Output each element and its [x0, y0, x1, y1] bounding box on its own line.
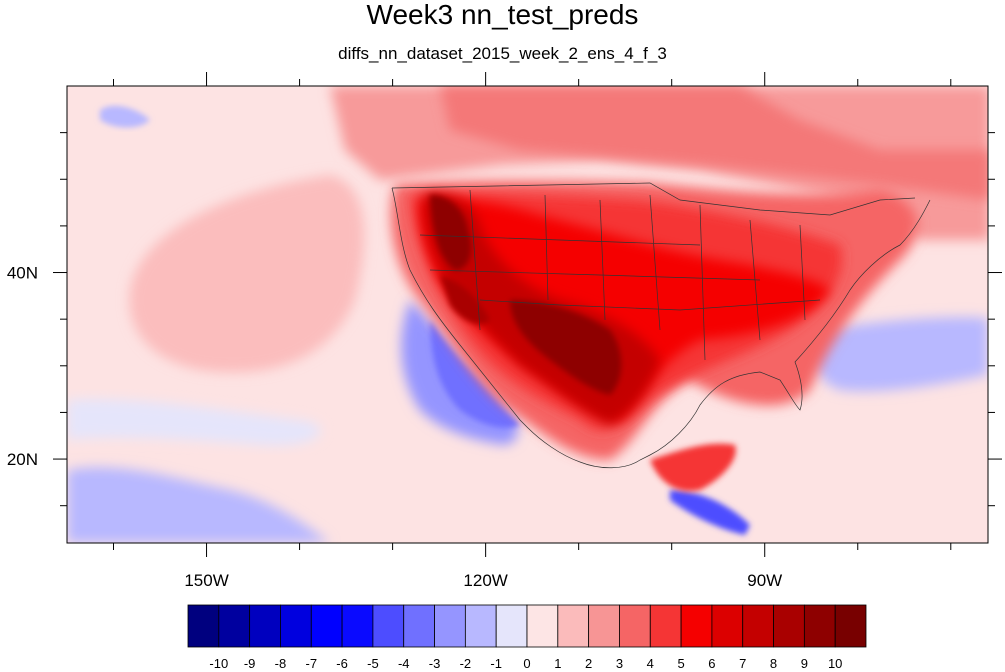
lat-tick-label: 20N	[7, 450, 38, 469]
colorbar-swatch	[588, 604, 620, 648]
colorbar-label: -4	[398, 656, 410, 671]
lon-tick-label: 120W	[463, 571, 507, 590]
colorbar-swatch	[649, 604, 682, 648]
colorbar-swatch	[773, 604, 805, 648]
map-frame	[66, 85, 989, 544]
colorbar-label: -9	[244, 656, 256, 671]
colorbar-swatch	[434, 604, 466, 648]
colorbar-label: 1	[554, 656, 561, 671]
colorbar-label: -10	[209, 656, 228, 671]
map-tick-labels: 150W 120W 90W 40N 20N	[7, 264, 782, 590]
colorbar-swatch	[526, 604, 559, 648]
colorbar-swatch	[464, 604, 497, 648]
colorbar-label: 4	[647, 656, 654, 671]
colorbar-swatch	[218, 604, 251, 648]
colorbar-swatch	[403, 604, 435, 648]
lon-tick-label: 90W	[747, 571, 782, 590]
colorbar-swatch	[187, 604, 220, 648]
colorbar-swatch	[803, 604, 836, 648]
colorbar-label: -1	[490, 656, 502, 671]
colorbar-label: -2	[460, 656, 472, 671]
colorbar-label: -6	[336, 656, 348, 671]
colorbar-swatch	[280, 604, 312, 648]
colorbar-swatch	[619, 604, 651, 648]
colorbar-label: 7	[739, 656, 746, 671]
colorbar-label: 10	[828, 656, 842, 671]
lon-tick-label: 150W	[184, 571, 228, 590]
colorbar-label: 9	[801, 656, 808, 671]
colorbar-swatch	[495, 604, 528, 648]
colorbar-swatch	[341, 604, 374, 648]
colorbar-label: 5	[677, 656, 684, 671]
colorbar-label: -3	[429, 656, 441, 671]
colorbar-label: 0	[523, 656, 530, 671]
coastline-outline	[391, 182, 931, 469]
temperature-anomaly-field	[67, 86, 988, 543]
colorbar-swatch	[249, 604, 281, 648]
colorbar-label: 3	[616, 656, 623, 671]
colorbar-swatch	[372, 604, 405, 648]
colorbar-label: 8	[770, 656, 777, 671]
colorbar: -10 -9 -8 -7 -6 -5 -4 -3 -2 -1 0 1 2 3 4 5 6 7 8 9 10	[187, 604, 867, 671]
map-ticks	[53, 72, 1002, 557]
colorbar-label: -8	[275, 656, 287, 671]
colorbar-label: 6	[708, 656, 715, 671]
lat-tick-label: 40N	[7, 264, 38, 283]
figure-title: Week3 nn_test_preds	[366, 0, 639, 30]
colorbar-label: -7	[305, 656, 317, 671]
colorbar-swatch	[680, 604, 713, 648]
colorbar-swatch	[834, 604, 867, 648]
colorbar-swatch	[557, 604, 590, 648]
colorbar-label: 2	[585, 656, 592, 671]
figure-subtitle: diffs_nn_dataset_2015_week_2_ens_4_f_3	[338, 44, 667, 63]
colorbar-swatch	[711, 604, 744, 648]
colorbar-swatch	[742, 604, 774, 648]
colorbar-label: -5	[367, 656, 379, 671]
colorbar-swatch	[310, 604, 343, 648]
